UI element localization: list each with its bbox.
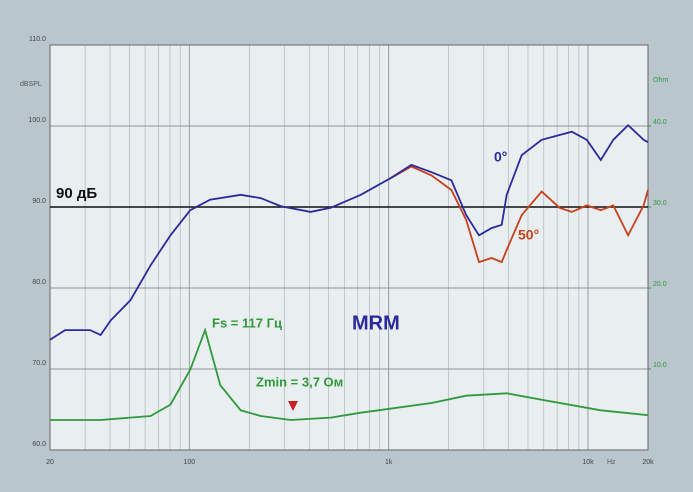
y2-tick-label: 30.0 xyxy=(653,200,667,207)
plot-area xyxy=(50,45,648,450)
y-tick-label: 70.0 xyxy=(32,360,46,367)
y2-tick-label: 20.0 xyxy=(653,281,667,288)
annotation: Fs = 117 Гц xyxy=(212,315,282,330)
y-tick-label: 110.0 xyxy=(29,36,46,43)
x-tick-label: 100 xyxy=(183,459,195,466)
x-tick-label: 1k xyxy=(385,459,393,466)
y-axis-label: dBSPL xyxy=(20,81,42,88)
series-line xyxy=(390,165,649,264)
y-tick-label: 100.0 xyxy=(28,117,46,124)
y2-tick-label: 40.0 xyxy=(653,119,667,126)
reference-label: 90 дБ xyxy=(56,185,97,202)
y2-axis-label: Ohm xyxy=(653,77,668,84)
series-line xyxy=(49,123,649,341)
series-label: 50° xyxy=(518,227,539,243)
y-tick-label: 60.0 xyxy=(32,441,46,448)
annotation: MRM xyxy=(352,312,400,334)
series-label: 0° xyxy=(494,149,507,165)
x-tick-label: 20 xyxy=(46,459,54,466)
series-line xyxy=(50,327,649,421)
plot-frame xyxy=(49,44,649,451)
x-tick-label: 10k xyxy=(582,459,594,466)
y-tick-label: 80.0 xyxy=(32,279,46,286)
x-tick-label: 20k xyxy=(642,459,654,466)
y2-tick-label: 10.0 xyxy=(653,362,667,369)
annotation: Zmin = 3,7 Ом xyxy=(256,374,343,389)
zmin-marker xyxy=(288,401,298,411)
x-axis-label: Hz xyxy=(607,459,616,466)
y-tick-label: 90.0 xyxy=(32,198,46,205)
